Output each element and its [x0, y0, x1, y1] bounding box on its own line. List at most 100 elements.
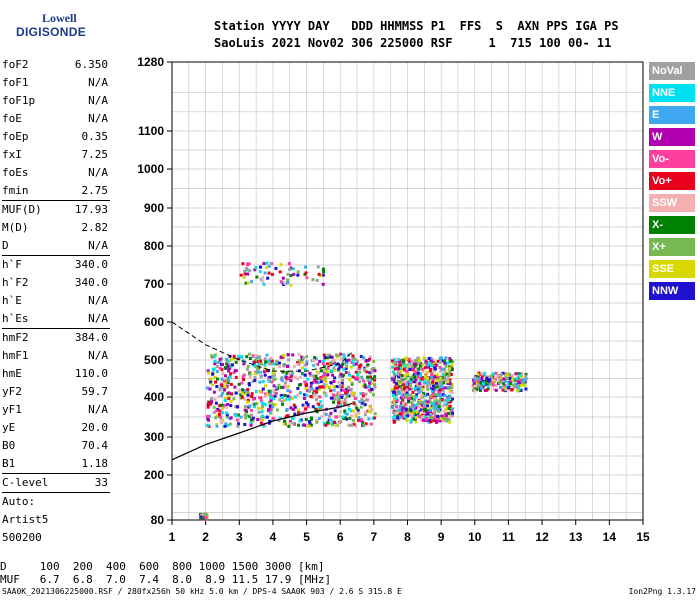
- echo-point: [333, 409, 337, 413]
- echo-point: [508, 372, 512, 376]
- param-note: 500200: [2, 531, 42, 544]
- echo-point: [226, 365, 230, 369]
- echo-point: [261, 279, 265, 283]
- echo-point: [425, 384, 429, 388]
- param-value: 17.93: [74, 203, 108, 216]
- echo-point: [391, 370, 395, 374]
- o-trace-curve: [171, 321, 353, 372]
- y-tick-label: 200: [144, 468, 164, 482]
- echo-point: [243, 413, 247, 417]
- echo-point: [439, 388, 443, 392]
- echo-point: [405, 357, 409, 361]
- echo-point: [213, 359, 217, 363]
- echo-point: [251, 402, 255, 406]
- echo-point: [273, 403, 277, 407]
- echo-point: [289, 283, 293, 287]
- echo-point: [505, 388, 509, 392]
- echo-point: [412, 362, 416, 366]
- echo-point: [478, 388, 482, 392]
- echo-point: [275, 408, 279, 412]
- x-tick-label: 15: [636, 530, 650, 544]
- echo-point: [338, 374, 342, 378]
- echo-point: [340, 378, 344, 382]
- param-value: N/A: [88, 403, 108, 416]
- echo-point: [326, 421, 330, 425]
- echo-point: [355, 406, 359, 410]
- echo-point: [442, 381, 446, 385]
- echo-point: [393, 384, 397, 388]
- echo-point: [344, 367, 348, 371]
- echo-point: [345, 395, 349, 399]
- echo-point: [405, 409, 409, 413]
- echo-point: [314, 388, 318, 392]
- echo-point: [398, 415, 402, 419]
- echo-point: [524, 374, 528, 378]
- echo-point: [322, 422, 326, 426]
- echo-point: [223, 388, 227, 392]
- echo-point: [350, 381, 354, 385]
- echo-point: [296, 361, 300, 365]
- echo-point: [444, 403, 448, 407]
- echo-point: [422, 405, 426, 409]
- echo-point: [372, 359, 376, 363]
- echo-cluster: [471, 371, 528, 393]
- legend-item: X+: [649, 238, 695, 256]
- echo-point: [439, 360, 443, 364]
- echo-point: [369, 375, 373, 379]
- echo-point: [438, 365, 442, 369]
- echo-point: [282, 364, 286, 368]
- echo-point: [246, 398, 250, 402]
- echo-point: [298, 375, 302, 379]
- echo-point: [253, 354, 257, 358]
- echo-point: [519, 378, 523, 382]
- param-value: 2.75: [81, 184, 109, 197]
- echo-point: [444, 364, 448, 368]
- echo-point: [286, 394, 290, 398]
- echo-point: [475, 388, 479, 392]
- echo-point: [416, 401, 420, 405]
- echo-point: [433, 392, 437, 396]
- param-value: N/A: [88, 349, 108, 362]
- echo-point: [505, 377, 509, 381]
- x-tick-label: 10: [468, 530, 482, 544]
- echo-point: [215, 423, 219, 427]
- echo-point: [362, 423, 366, 427]
- echo-point: [281, 385, 285, 389]
- echo-point: [315, 390, 319, 394]
- echo-point: [268, 392, 272, 396]
- param-name: foF1p: [2, 94, 36, 107]
- echo-point: [221, 406, 225, 410]
- echo-point: [249, 413, 253, 417]
- x-tick-label: 9: [438, 530, 445, 544]
- echo-point: [266, 276, 270, 280]
- echo-point: [349, 390, 353, 394]
- echo-point: [440, 384, 444, 388]
- echo-point: [478, 377, 482, 381]
- y-tick-label: 80: [151, 513, 165, 527]
- echo-point: [433, 386, 437, 390]
- echo-point: [446, 405, 450, 409]
- echo-point: [442, 375, 446, 379]
- echo-point: [313, 379, 317, 383]
- echo-point: [401, 360, 405, 364]
- echo-point: [435, 385, 439, 389]
- echo-point: [394, 362, 398, 366]
- echo-point: [332, 358, 336, 362]
- echo-point: [433, 416, 437, 420]
- echo-point: [344, 370, 348, 374]
- echo-point: [257, 362, 261, 366]
- echo-point: [347, 358, 351, 362]
- echo-point: [428, 407, 432, 411]
- echo-point: [309, 381, 313, 385]
- echo-point: [347, 423, 351, 427]
- echo-point: [206, 403, 210, 407]
- echo-point: [237, 357, 241, 361]
- echo-point: [431, 380, 435, 384]
- param-row: yE 20.0: [0, 419, 112, 437]
- echo-point: [412, 373, 416, 377]
- echo-point: [227, 369, 231, 373]
- echo-point: [395, 399, 399, 403]
- echo-point: [223, 366, 227, 370]
- echo-point: [357, 367, 361, 371]
- echo-point: [322, 369, 326, 373]
